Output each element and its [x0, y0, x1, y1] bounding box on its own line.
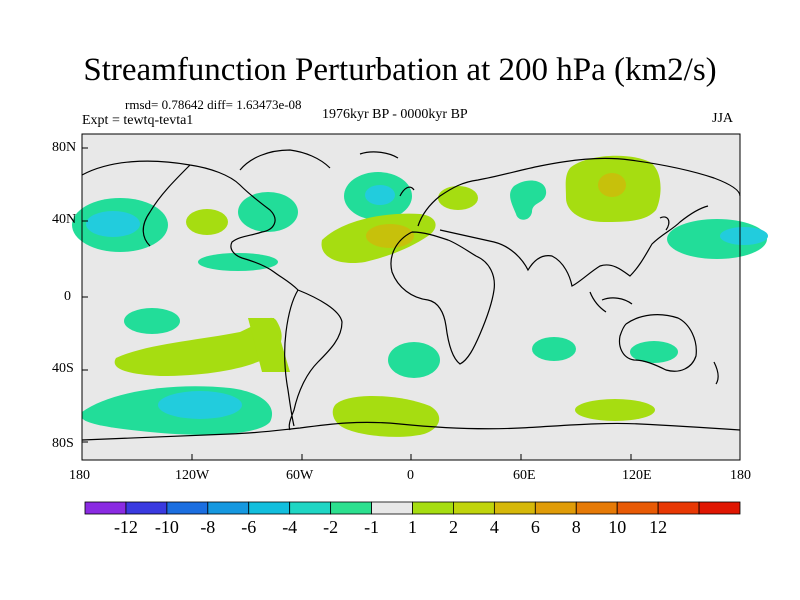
colorbar-swatch-3 — [207, 501, 250, 515]
contour-negative-region — [388, 342, 440, 378]
coastline-greenland — [239, 149, 331, 171]
contour-strong-positive-region — [598, 173, 626, 197]
lat-label-80n: 80N — [52, 140, 77, 155]
colorbar — [84, 501, 741, 515]
contour-negative-region — [630, 341, 678, 363]
lon-label-0: 0 — [407, 468, 414, 483]
coastline-new-zealand — [713, 361, 719, 385]
colorbar-swatch-14 — [657, 501, 700, 515]
contour-positive-region — [332, 395, 440, 437]
lat-label-40n: 40N — [52, 212, 77, 227]
colorbar-label-5: -2 — [323, 517, 339, 537]
coastline-iceland — [359, 151, 399, 159]
contour-negative-region — [532, 337, 576, 361]
season-label: JJA — [712, 111, 734, 126]
contour-negative-region — [124, 308, 180, 334]
contour-positive-region — [438, 186, 478, 210]
coastline-indonesia — [589, 291, 633, 313]
contour-strong-negative-region — [158, 391, 242, 419]
colorbar-swatch-1 — [125, 501, 168, 515]
colorbar-swatch-7 — [371, 501, 413, 515]
coastline-britain — [399, 186, 415, 197]
lon-label-180e: 180 — [730, 468, 751, 483]
coastline-africa — [390, 231, 495, 365]
lat-label-0: 0 — [64, 289, 71, 304]
colorbar-label-8: 2 — [448, 517, 458, 537]
contour-strong-positive-region — [366, 224, 414, 248]
experiment-label: Expt = tewtq-tevta1 — [82, 113, 194, 128]
colorbar-swatch-2 — [166, 501, 209, 515]
colorbar-label-9: 4 — [489, 517, 499, 537]
lon-label-120w: 120W — [175, 468, 210, 483]
coastline-eurasia-south — [439, 205, 709, 287]
colorbar-swatch-13 — [616, 501, 659, 515]
colorbar-swatch-9 — [453, 501, 495, 515]
contour-negative-region — [510, 180, 547, 220]
lat-label-80s: 80S — [52, 436, 74, 451]
lon-label-180w: 180 — [69, 468, 90, 483]
contour-positive-region — [114, 317, 282, 376]
lon-label-60w: 60W — [286, 468, 314, 483]
contour-strong-negative-region — [86, 211, 140, 237]
colorbar-label-13: 12 — [649, 517, 668, 537]
colorbar-label-11: 8 — [571, 517, 581, 537]
lon-label-120e: 120E — [622, 468, 652, 483]
stats-text: rmsd= 0.78642 diff= 1.63473e-08 — [125, 97, 302, 112]
colorbar-label-3: -6 — [241, 517, 257, 537]
colorbar-label-4: -4 — [282, 517, 298, 537]
colorbar-label-0: -12 — [113, 517, 138, 537]
colorbar-swatch-4 — [248, 501, 291, 515]
coastlines — [81, 149, 741, 441]
coastline-south-america — [284, 289, 343, 431]
colorbar-label-6: -1 — [364, 517, 380, 537]
longitude-tick-marks — [81, 454, 741, 460]
colorbar-swatch-0 — [84, 501, 127, 515]
coastline-north-america-west — [142, 164, 191, 247]
contour-strong-negative-region — [720, 227, 768, 245]
colorbar-label-2: -8 — [200, 517, 216, 537]
coastline-north-america — [81, 160, 299, 291]
colorbar-label-7: 1 — [408, 517, 417, 537]
colorbar-label-10: 6 — [530, 517, 540, 537]
lat-label-40s: 40S — [52, 361, 74, 376]
latitude-tick-marks — [82, 147, 88, 443]
period-label: 1976kyr BP - 0000kyr BP — [322, 107, 468, 122]
lon-label-60e: 60E — [513, 468, 536, 483]
contour-fills — [72, 172, 768, 435]
contour-positive-region — [248, 318, 290, 372]
colorbar-label-12: 10 — [608, 517, 627, 537]
contour-positive-region — [575, 399, 655, 421]
colorbar-swatch-5 — [289, 501, 332, 515]
colorbar-swatch-6 — [330, 501, 372, 515]
contour-strong-negative-region — [365, 185, 395, 205]
coastline-antarctica — [81, 421, 741, 441]
colorbar-swatch-15 — [698, 501, 741, 515]
colorbar-swatch-11 — [534, 501, 577, 515]
contour-positive-region — [186, 209, 228, 235]
coastline-australia — [618, 314, 697, 372]
contour-fills-positive — [114, 155, 661, 437]
contour-negative-region — [198, 253, 278, 271]
colorbar-label-1: -10 — [154, 517, 179, 537]
colorbar-swatch-12 — [575, 501, 618, 515]
colorbar-swatch-10 — [493, 501, 536, 515]
coastline-eurasia-north — [417, 157, 741, 227]
map-title: Streamfunction Perturbation at 200 hPa (… — [83, 52, 717, 88]
contour-negative-region — [238, 192, 298, 232]
coastline-japan — [659, 216, 670, 231]
colorbar-swatch-8 — [412, 501, 454, 515]
